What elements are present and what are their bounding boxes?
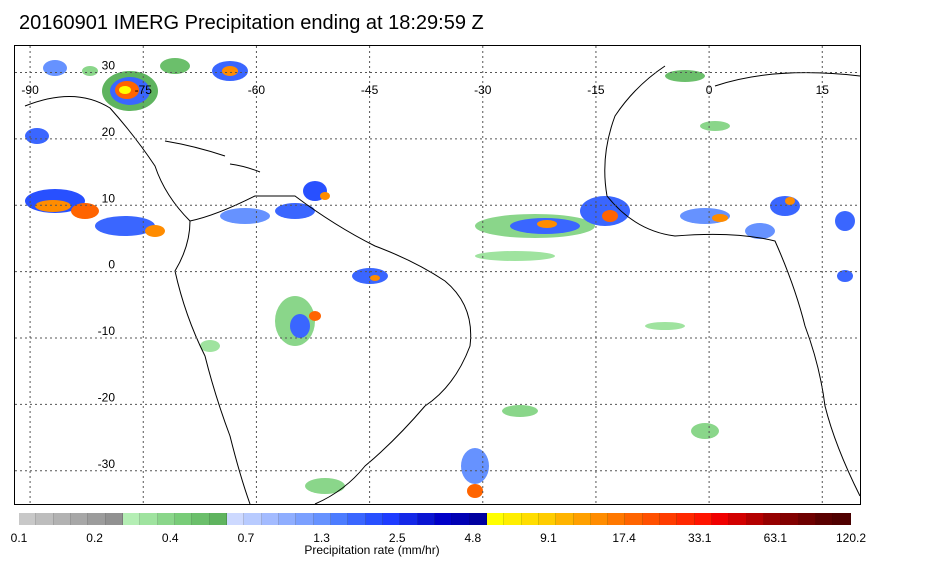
colorbar-tick-label: 1.3 (313, 531, 330, 545)
latitude-label: 30 (102, 59, 116, 73)
colorbar-cell (434, 513, 453, 525)
colorbar-cell (70, 513, 89, 525)
colorbar-cell (365, 513, 383, 525)
colorbar-cell (36, 513, 54, 525)
latitude-labels: 30 20 10 0 -10 -20 -30 (98, 59, 116, 471)
colorbar (19, 513, 851, 525)
colorbar-cell (226, 513, 245, 525)
colorbar-cell (417, 513, 435, 525)
colorbar-cell (244, 513, 262, 525)
colorbar-cell (694, 513, 713, 525)
latitude-label: -10 (98, 324, 116, 338)
longitude-label: 15 (816, 83, 830, 97)
colorbar-cell (400, 513, 418, 525)
colorbar-title: Precipitation rate (mm/hr) (304, 543, 440, 557)
colorbar-cell (174, 513, 193, 525)
colorbar-tick-label: 9.1 (540, 531, 557, 545)
colorbar-cell (313, 513, 331, 525)
colorbar-cell (521, 513, 539, 525)
colorbar-cell (608, 513, 626, 525)
colorbar-tick-label: 0.7 (237, 531, 255, 545)
colorbar-cell (816, 513, 834, 525)
longitude-label: -60 (248, 83, 266, 97)
colorbar-cell (157, 513, 175, 525)
colorbar-tick-label: 17.4 (612, 531, 636, 545)
colorbar-cell (122, 513, 141, 525)
colorbar-cell (556, 513, 574, 525)
longitude-label: -30 (474, 83, 492, 97)
colorbar-cell (746, 513, 765, 525)
colorbar-cell (625, 513, 643, 525)
coastlines (24, 65, 860, 504)
latitude-label: -30 (98, 457, 116, 471)
precipitation-field (25, 58, 855, 498)
latitude-label: 10 (102, 191, 116, 205)
longitude-label: -15 (587, 83, 605, 97)
colorbar-cell (486, 513, 505, 525)
longitude-label: -90 (21, 83, 39, 97)
colorbar-cell (573, 513, 591, 525)
colorbar-cell (19, 513, 37, 525)
latitude-label: 20 (102, 125, 116, 139)
colorbar-cell (764, 513, 782, 525)
colorbar-cell (88, 513, 106, 525)
colorbar-cell (53, 513, 71, 525)
longitude-label: 0 (706, 83, 713, 97)
colorbar-cells (19, 513, 851, 525)
colorbar-tick-label: 33.1 (688, 531, 712, 545)
colorbar-cell (798, 513, 817, 525)
colorbar-tick-label: 63.1 (763, 531, 788, 545)
colorbar-cell (382, 513, 401, 525)
colorbar-cell (296, 513, 314, 525)
colorbar-cell (192, 513, 210, 525)
colorbar-cell (660, 513, 678, 525)
colorbar-cell (504, 513, 522, 525)
colorbar-cell (712, 513, 730, 525)
colorbar-cell (140, 513, 158, 525)
colorbar-tick-label: 120.2 (835, 531, 867, 545)
colorbar-cell (469, 513, 487, 525)
colorbar-cell (729, 513, 747, 525)
colorbar-tick-label: 2.5 (388, 531, 406, 545)
colorbar-cell (452, 513, 470, 525)
colorbar-tick-label: 0.4 (161, 531, 179, 545)
colorbar-cell (590, 513, 609, 525)
page-title: 20160901 IMERG Precipitation ending at 1… (19, 12, 484, 34)
colorbar-cell (538, 513, 557, 525)
colorbar-cell (105, 513, 123, 525)
colorbar-cell (261, 513, 279, 525)
latitude-label: -20 (98, 390, 116, 404)
colorbar-cell (642, 513, 661, 525)
colorbar-cell (209, 513, 227, 525)
longitude-labels: -90 -75 -60 -45 -30 -15 0 15 (21, 83, 829, 97)
colorbar-cell (677, 513, 695, 525)
colorbar-tick-label: 0.1 (10, 531, 28, 545)
longitude-label: -45 (361, 83, 379, 97)
colorbar-cell (278, 513, 297, 525)
colorbar-cell (781, 513, 799, 525)
colorbar-cell (330, 513, 349, 525)
map-canvas: -90 -75 -60 -45 -30 -15 0 15 30 20 10 0 -10 -20 -30 (15, 46, 860, 504)
precipitation-map: -90 -75 -60 -45 -30 -15 0 15 30 20 10 0 -10 -20 -30 (14, 45, 861, 505)
graticule (15, 46, 860, 504)
colorbar-tick-label: 0.2 (86, 531, 103, 545)
colorbar-cell (348, 513, 366, 525)
colorbar-cell (833, 513, 851, 525)
colorbar-tick-label: 4.8 (464, 531, 482, 545)
longitude-label: -75 (135, 83, 153, 97)
latitude-label: 0 (108, 258, 115, 272)
